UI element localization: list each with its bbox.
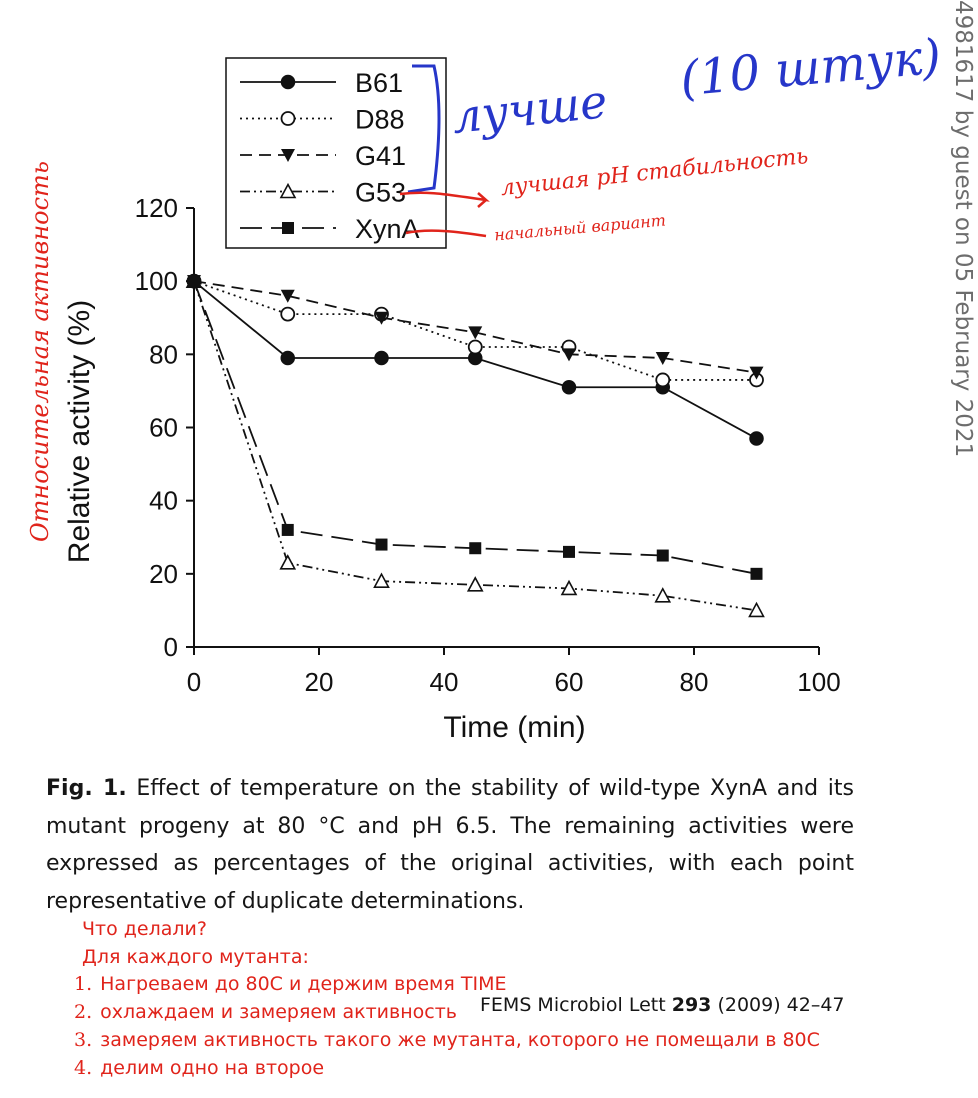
legend-label-g41: G41 (355, 141, 406, 171)
note-line: Что делали? (74, 916, 820, 944)
series-g53 (185, 272, 765, 618)
chart-legend: B61 D88 G41 G53 XynA (225, 57, 447, 249)
data-point-g53 (373, 572, 390, 588)
data-point-xyna (469, 542, 482, 555)
legend-marker-xyna (282, 222, 294, 234)
x-axis-label: Time (min) (443, 711, 585, 744)
data-point-xyna (281, 523, 294, 536)
y-tick-label: 120 (135, 193, 178, 223)
data-point-xyna (563, 545, 575, 558)
data-point-g41 (749, 366, 764, 380)
relative-activity-chart: 0 20 40 60 80 100 120 0 20 40 60 80 100 Time (min) Rel… (63, 57, 841, 744)
note-line: 4. делим одно на второе (74, 1055, 820, 1083)
data-point-xyna (188, 275, 200, 288)
blue-bracket-stroke (407, 64, 441, 194)
data-point-g41 (562, 348, 576, 362)
note-line: 1. Нагреваем до 80С и держим время TIME (74, 971, 820, 999)
note-number: 2. (74, 1001, 93, 1024)
y-tick-label: 60 (149, 413, 178, 443)
note-line: 3. замеряем активность такого же мутанта,… (74, 1027, 820, 1055)
annotation-strokes (399, 64, 490, 238)
citation-journal: FEMS Microbiol Lett (480, 994, 672, 1016)
note-line: 2. охлаждаем и замеряем активность (74, 999, 820, 1027)
red-arrow-g53 (399, 191, 490, 208)
series-b61 (186, 273, 764, 446)
data-point-b61 (374, 350, 389, 366)
data-point-g41 (655, 351, 670, 365)
note-text: Для каждого мутанта: (82, 945, 309, 968)
y-tick-label: 40 (149, 486, 178, 516)
data-point-xyna (375, 538, 388, 551)
data-point-g53 (748, 601, 765, 618)
legend-marker-g53 (279, 182, 297, 199)
legend-item-g53: G53 (240, 178, 406, 208)
note-text: делим одно на второе (100, 1056, 325, 1079)
y-tick-label: 0 (164, 632, 178, 662)
note-text: Что делали? (82, 918, 207, 940)
y-tick-label: 80 (149, 339, 178, 369)
data-point-xyna (750, 567, 763, 580)
x-tick-label: 40 (430, 667, 459, 697)
series-d88 (186, 273, 764, 388)
caption-label: Fig. 1. (46, 776, 127, 801)
legend-box (225, 57, 447, 249)
legend-marker-b61 (280, 74, 296, 90)
x-tick-label: 80 (680, 667, 709, 697)
y-tick-label: 20 (149, 559, 178, 589)
note-number: 4. (74, 1056, 93, 1079)
legend-label-xyna: XynA (355, 214, 420, 244)
side-watermark-text: 4981617 by guest on 05 February 2021 (950, 0, 976, 458)
note-text: замеряем активность такого же мутанта, к… (100, 1028, 820, 1051)
x-tick-label: 100 (797, 667, 840, 697)
note-text: охлаждаем и замеряем активность (100, 1001, 457, 1024)
chart-axes: 0 20 40 60 80 100 120 0 20 40 60 80 100 Time (min) Rel… (63, 193, 841, 744)
y-axis-label: Relative activity (%) (63, 300, 96, 563)
red-notes-list: Что делали? Для каждого мутанта: 1. Нагре… (74, 916, 820, 1082)
data-point-b61 (749, 431, 764, 446)
citation-pages: (2009) 42–47 (711, 994, 845, 1016)
red-handwritten-yaxis-note: Относительная активность (26, 161, 54, 542)
data-point-g41 (374, 311, 389, 325)
data-point-g53 (279, 554, 297, 570)
legend-label-b61: B61 (355, 68, 403, 98)
series-line-xyna (193, 280, 757, 575)
legend-label-d88: D88 (355, 105, 405, 135)
data-point-g41 (280, 289, 295, 303)
series-g41 (187, 275, 764, 380)
caption-text: Effect of temperature on the stability o… (46, 776, 855, 914)
legend-item-b61: B61 (240, 68, 403, 98)
y-tick-label: 100 (135, 266, 178, 296)
x-tick-label: 60 (555, 667, 584, 697)
legend-item-d88: D88 (240, 105, 405, 135)
legend-item-xyna: XynA (240, 214, 420, 244)
legend-label-g53: G53 (355, 178, 406, 208)
data-point-xyna (656, 549, 669, 562)
x-tick-label: 20 (305, 667, 334, 697)
figure-caption: Fig. 1. Effect of temperature on the sta… (46, 770, 854, 920)
journal-citation: FEMS Microbiol Lett 293 (2009) 42–47 (480, 994, 845, 1016)
legend-item-g41: G41 (240, 141, 406, 171)
data-point-b61 (280, 350, 295, 366)
data-point-g41 (468, 326, 483, 340)
note-text: Нагреваем до 80С и держим время TIME (100, 973, 507, 996)
data-point-d88 (280, 306, 296, 322)
data-point-b61 (561, 380, 577, 395)
data-point-g53 (466, 576, 484, 592)
chart-series (185, 272, 765, 618)
data-point-d88 (467, 339, 483, 355)
note-number: 1. (74, 973, 93, 996)
x-tick-label: 0 (187, 667, 201, 697)
legend-marker-g41 (281, 149, 295, 162)
data-point-g53 (560, 579, 578, 596)
citation-volume: 293 (671, 994, 712, 1016)
note-number: 3. (74, 1028, 93, 1051)
data-point-d88 (655, 372, 671, 388)
legend-marker-d88 (280, 111, 296, 126)
series-xyna (188, 275, 763, 580)
note-line: Для каждого мутанта: (74, 944, 820, 972)
data-point-g53 (654, 587, 672, 603)
red-stroke-xyna (405, 229, 487, 238)
